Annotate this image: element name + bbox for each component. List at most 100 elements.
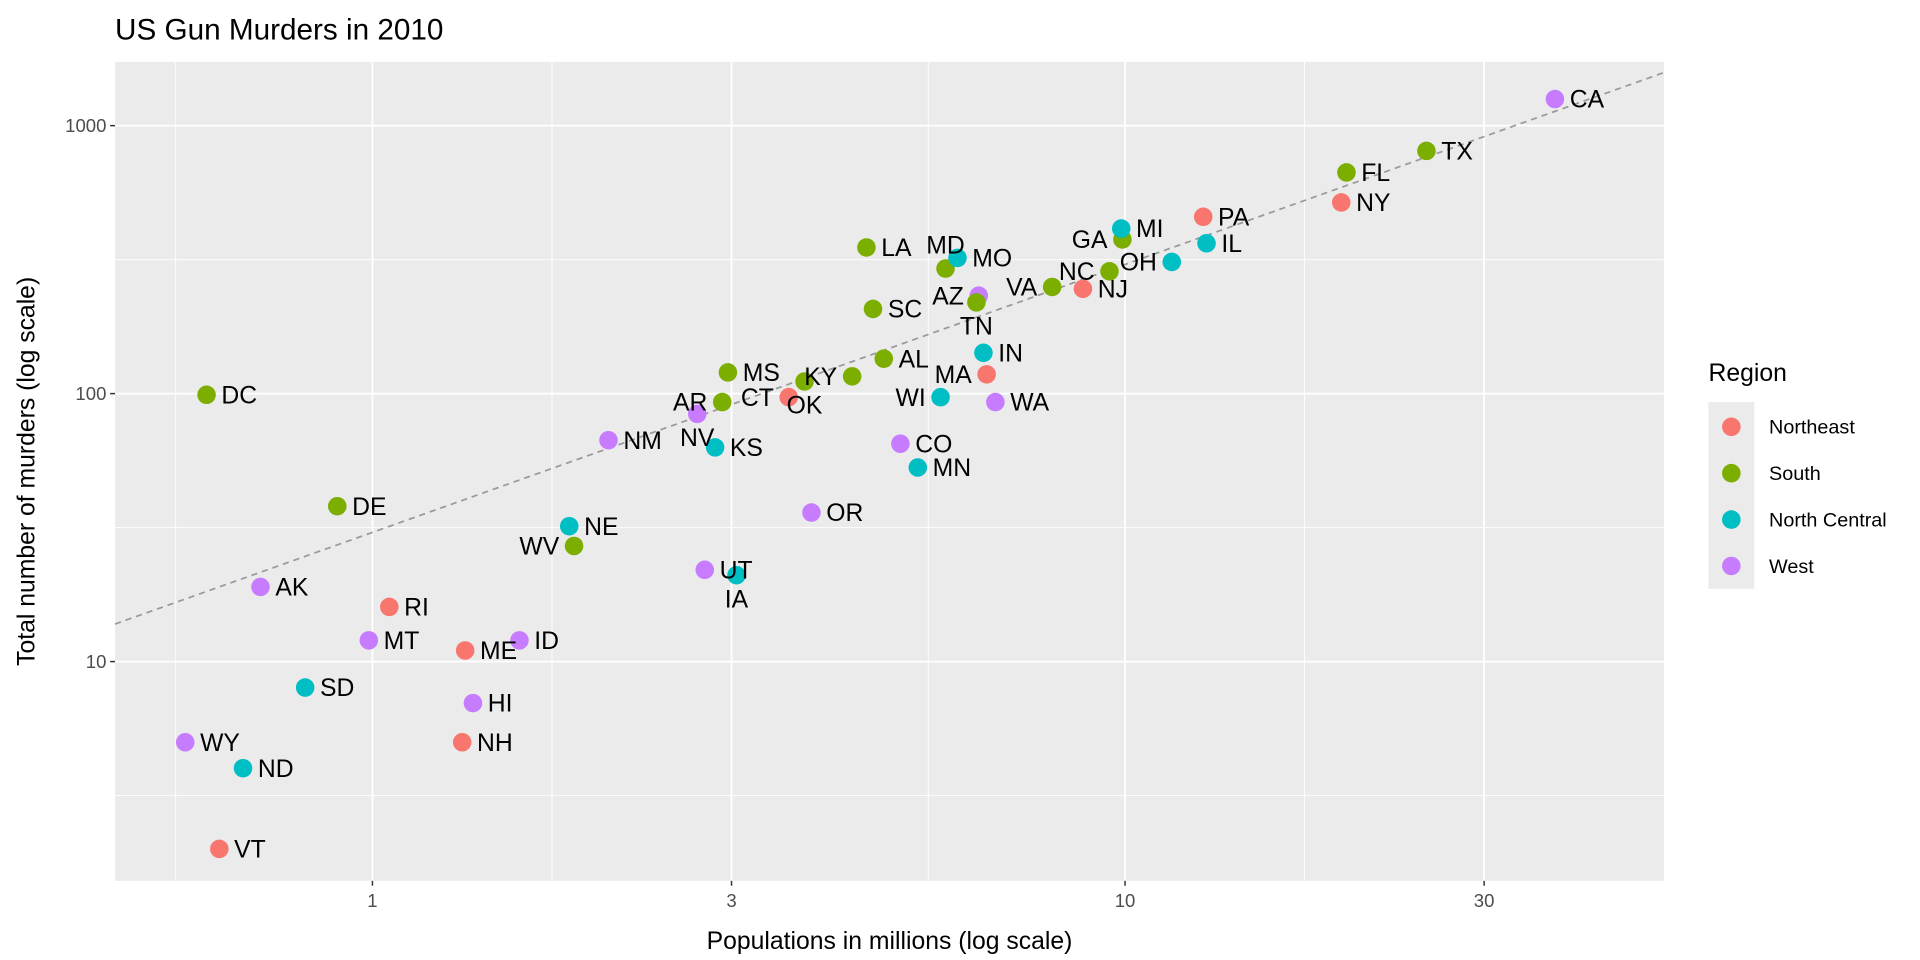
point-label-vt: VT [234,837,266,864]
point-label-wy: WY [200,730,240,757]
data-point-wa [986,392,1005,412]
y-tick-label: 100 [75,383,106,404]
chart-title: US Gun Murders in 2010 [115,14,443,47]
legend-key-north-central [1722,510,1741,529]
data-point-tx [1417,141,1436,161]
data-point-mo [948,248,967,268]
legend: Region Northeast South North Central West [1708,360,1887,589]
point-label-sc: SC [888,297,922,324]
point-label-mt: MT [384,628,420,655]
data-point-vt [210,839,229,859]
point-label-ri: RI [404,595,429,622]
data-point-ca [1545,89,1565,109]
point-label-wi: WI [896,385,926,412]
legend-label-northeast: Northeast [1769,417,1855,439]
point-label-ct: CT [741,385,774,412]
x-tick-label: 30 [1474,890,1495,911]
point-label-il: IL [1221,231,1242,258]
point-label-mn: MN [933,455,971,482]
x-tick-label: 3 [726,890,736,911]
data-point-nj [1073,279,1093,299]
point-label-tn: TN [960,314,993,341]
point-label-la: LA [881,235,912,262]
point-label-ca: CA [1570,87,1605,114]
reference-line [114,71,1665,625]
data-point-sc [863,299,883,319]
point-label-nm: NM [623,428,661,455]
point-label-nh: NH [477,730,513,757]
data-point-oh [1162,252,1182,272]
legend-key-northeast [1722,417,1741,437]
y-axis-title: Total number of murders (log scale) [14,277,41,666]
data-point-fl [1337,163,1356,182]
point-label-wv: WV [519,534,559,561]
data-point-tn [967,293,986,312]
legend-label-west: West [1769,556,1814,578]
x-axis: 1 3 10 30 [367,880,1495,911]
x-tick-label: 10 [1115,890,1136,911]
point-label-ks: KS [730,435,763,462]
point-labels-group: CA TX FL NY PA MI GA IL LA MO OH MD NC VA NJ AZ TN SC IN AL… [200,87,1605,864]
point-label-wa: WA [1010,390,1049,417]
data-point-me [455,641,475,660]
point-label-md: MD [926,233,964,260]
point-label-al: AL [899,346,929,373]
data-point-ne [559,516,579,536]
point-label-co: CO [915,431,952,458]
data-point-ks [705,438,725,457]
point-label-az: AZ [932,283,964,310]
point-label-id: ID [534,628,559,655]
data-point-ny [1331,193,1351,212]
data-point-ri [380,597,399,617]
data-point-nm [599,430,618,450]
data-point-ky [842,367,862,386]
point-label-nv: NV [680,425,715,452]
data-point-mn [908,458,928,477]
data-point-wi [931,387,950,407]
point-label-sd: SD [320,675,354,702]
point-label-de: DE [352,494,386,521]
point-label-pa: PA [1218,204,1250,231]
point-label-ky: KY [804,364,837,391]
data-point-ut [695,560,715,580]
data-point-ar [712,392,732,412]
data-point-or [802,503,821,522]
point-label-ia: IA [725,586,749,613]
point-label-ar: AR [673,390,707,417]
points-group [175,89,1565,859]
legend-key-south [1722,463,1741,483]
reference-line-group [114,71,1665,625]
point-label-hi: HI [488,691,513,718]
point-label-mi: MI [1136,216,1163,243]
point-label-fl: FL [1361,160,1390,187]
data-point-wy [175,732,195,752]
point-label-ok: OK [787,393,823,420]
data-point-sd [295,678,315,697]
point-label-ga: GA [1072,227,1108,254]
point-label-tx: TX [1441,139,1473,166]
y-tick-label: 1000 [65,115,106,136]
data-point-dc [197,385,216,405]
data-point-md [936,259,955,278]
point-label-ms: MS [743,360,780,387]
point-label-ut: UT [720,557,753,584]
data-point-de [327,496,347,516]
data-point-ak [251,577,270,597]
point-label-ma: MA [935,362,973,389]
data-point-mi [1111,219,1131,238]
data-point-wv [564,536,584,556]
data-point-in [974,343,993,363]
point-label-or: OR [826,500,863,527]
data-point-ct [779,387,799,407]
point-label-nd: ND [258,756,294,783]
data-point-nc [1100,262,1119,281]
data-point-nh [452,732,472,752]
data-point-ma [977,365,996,384]
x-axis-title: Populations in millions (log scale) [707,928,1073,955]
y-tick-label: 10 [86,651,107,672]
point-label-me: ME [480,638,517,665]
data-point-nd [233,758,253,778]
x-tick-label: 1 [367,890,377,911]
point-label-mo: MO [972,246,1012,273]
